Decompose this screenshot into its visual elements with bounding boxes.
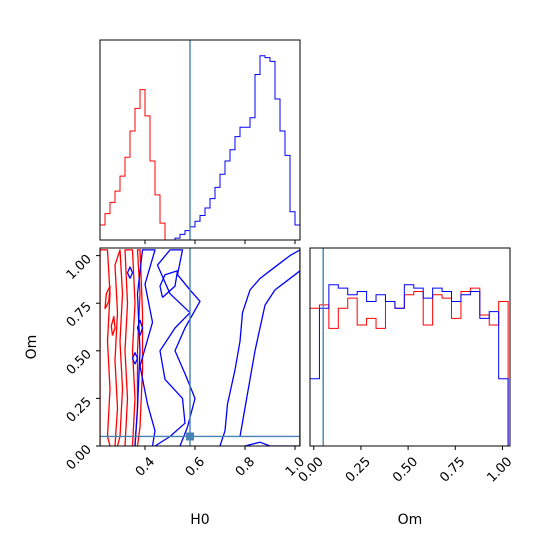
h0-om-contour-panel: 0.4 0.6 0.8 1.0 0.000.250.500.751.00 H0 Om <box>24 247 308 528</box>
contour-xtick-label-0: 0.4 <box>133 454 158 479</box>
om-xtick-label-4: 1.00 <box>484 454 515 485</box>
h0-marginal-frame <box>99 39 301 241</box>
x-axis-label-h0: H0 <box>190 512 209 528</box>
truth-point-marker <box>186 432 194 441</box>
contour-series-1-line-4 <box>131 352 139 365</box>
om-marginal-panel: 0.00 0.25 0.50 0.75 1.00 Om <box>296 247 516 528</box>
contour-ytick-label-0: 0.00 <box>64 442 95 473</box>
contour-series-1-line-1 <box>154 249 201 446</box>
contour-ytick-label-3: 0.75 <box>64 299 95 330</box>
om-marginal-frame <box>309 247 511 447</box>
contour-xtick-label-1: 0.6 <box>183 454 208 479</box>
contour-ytick-label-4: 1.00 <box>64 252 95 283</box>
contour-series-0-line-4 <box>104 285 111 310</box>
contour-series-1-line-0 <box>134 249 156 446</box>
om-xtick-label-2: 0.50 <box>390 454 421 485</box>
h0-marginal-panel <box>99 39 301 244</box>
y-axis-label-om: Om <box>24 335 40 360</box>
contour-xtick-label-2: 0.8 <box>233 454 258 479</box>
contour-series-1-line-7 <box>239 270 300 446</box>
contour-series-0-line-5 <box>110 315 116 336</box>
x-axis-label-om: Om <box>398 512 423 528</box>
contour-ytick-label-2: 0.50 <box>64 347 95 378</box>
contour-series-1-line-6 <box>219 249 300 446</box>
om-histogram-series-0 <box>310 287 509 446</box>
contour-series-0-line-3 <box>134 249 144 446</box>
om-xtick-label-1: 0.25 <box>343 454 374 485</box>
om-xtick-label-3: 0.75 <box>437 454 468 485</box>
contour-ytick-label-1: 0.25 <box>64 395 95 426</box>
contour-series-0-line-1 <box>114 249 124 446</box>
contour-series-0-line-0 <box>100 249 111 446</box>
contour-series-1-line-2 <box>159 270 179 298</box>
contour-series-1-line-3 <box>136 319 144 336</box>
contour-series-0-line-2 <box>124 249 136 446</box>
contour-series-1-line-5 <box>126 266 134 279</box>
contour-frame <box>99 247 301 447</box>
om-histogram-series-1 <box>310 284 509 446</box>
